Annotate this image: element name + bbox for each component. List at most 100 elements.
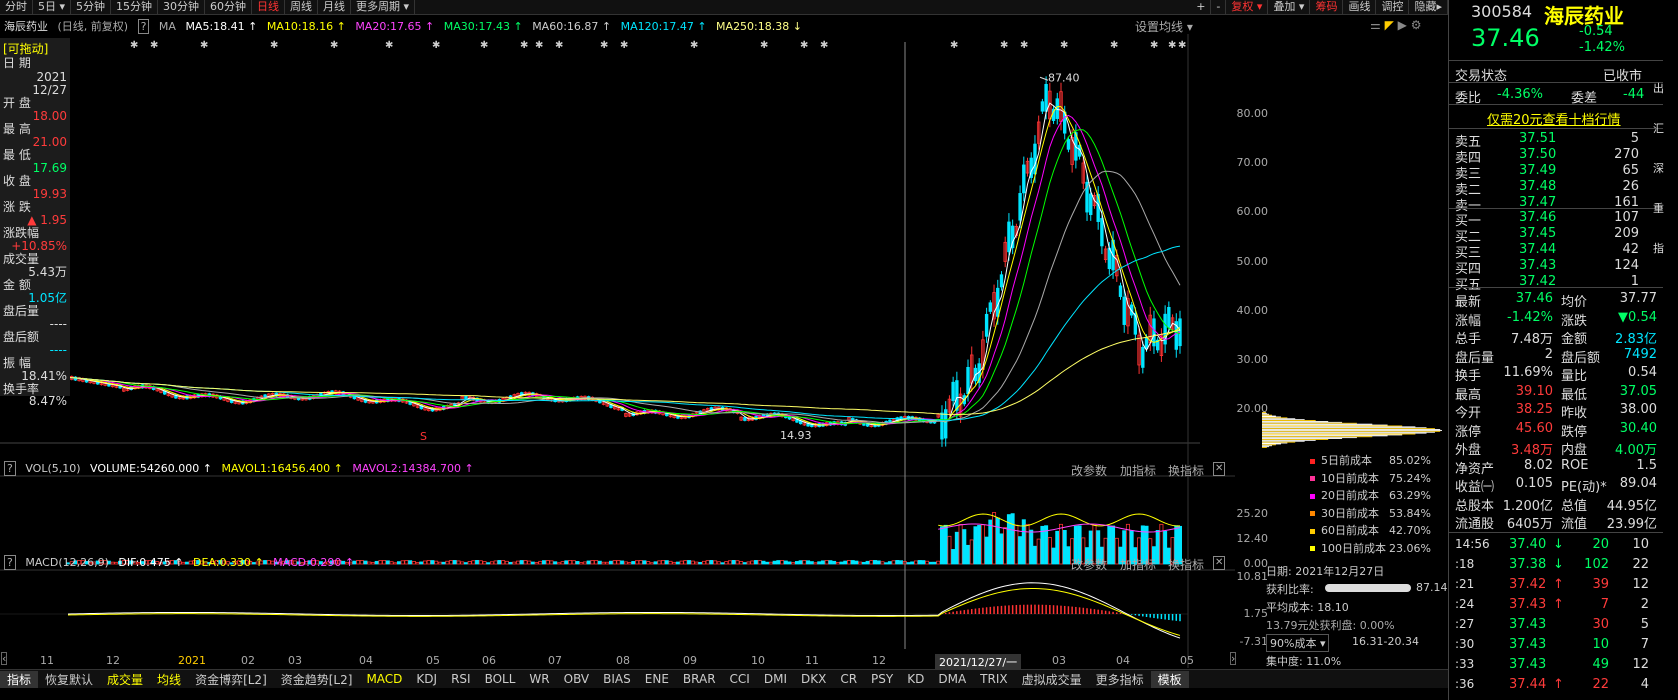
indicator-tab[interactable]: DKX: [800, 672, 827, 686]
indicator-tab[interactable]: 均线: [157, 672, 182, 687]
vol-close-icon[interactable]: ✕: [1213, 462, 1226, 476]
indicator-tab[interactable]: OBV: [563, 672, 590, 686]
macd-close-icon[interactable]: ✕: [1213, 556, 1226, 570]
period-tab-0[interactable]: 分时: [0, 0, 33, 14]
volume-bar: [404, 560, 409, 565]
concentration: 集中度: 11.0%: [1266, 655, 1342, 668]
toolbar-button-0[interactable]: +: [1191, 0, 1212, 14]
indicator-tab[interactable]: MACD: [366, 672, 403, 686]
volume-bar: [716, 561, 721, 565]
draggable-label[interactable]: [可拖动]: [3, 42, 49, 56]
volume-bar: [1003, 527, 1008, 565]
candle-body: [1137, 334, 1141, 366]
indicator-tab[interactable]: BIAS: [603, 672, 631, 686]
volume-bar: [564, 560, 569, 565]
indicator-tab[interactable]: CR: [840, 672, 858, 686]
side-tab[interactable]: 出: [1653, 82, 1664, 95]
cost-swatch: [1310, 546, 1315, 551]
vol-add-indicator-button[interactable]: 加指标: [1120, 464, 1157, 478]
ma-settings-button[interactable]: 设置均线 ▾: [1135, 20, 1193, 34]
macd-edit-params-button[interactable]: 改参数: [1071, 558, 1108, 572]
indicator-tab[interactable]: 更多指标: [1095, 672, 1144, 687]
side-tab[interactable]: 指: [1653, 242, 1664, 255]
vol-edit-params-button[interactable]: 改参数: [1071, 464, 1108, 478]
side-tab[interactable]: 重: [1653, 202, 1664, 215]
mavol2-line: [938, 523, 1181, 533]
period-tab-1[interactable]: 5日 ▾: [33, 0, 72, 14]
toolbar-button-7[interactable]: 隐藏▸: [1409, 0, 1448, 14]
volume-bar: [932, 561, 937, 565]
ten-level-quote-link[interactable]: 仅需20元查看十档行情: [1487, 113, 1621, 128]
period-tab-9[interactable]: 更多周期 ▾: [351, 0, 416, 14]
indicator-tab[interactable]: 指标: [0, 670, 39, 688]
macd-switch-indicator-button[interactable]: 换指标: [1168, 558, 1205, 572]
period-tab-6[interactable]: 日线: [252, 0, 286, 14]
indicator-tab[interactable]: 资金博弈[L2]: [195, 672, 267, 687]
bars-icon[interactable]: ⚌: [1370, 18, 1381, 32]
indicator-tab[interactable]: WR: [529, 672, 550, 686]
indicator-tab[interactable]: KD: [907, 672, 925, 686]
indicator-tab[interactable]: DMI: [763, 672, 787, 686]
cost-swatch: [1310, 493, 1315, 499]
cost-percent-select[interactable]: 90%成本 ▾: [1266, 634, 1330, 652]
indicator-tab[interactable]: DMA: [938, 672, 967, 686]
period-bar: 分时 5日 ▾ 5分钟 15分钟 30分钟 60分钟 日线 周线 月线 更多周期 ▾ + - 复权 ▾ 叠…: [0, 0, 1448, 15]
volume-bar: [211, 560, 216, 565]
indicator-tab[interactable]: PSY: [871, 672, 894, 686]
help-icon[interactable]: ?: [137, 19, 150, 34]
cost-row: 10日前成本 75.24%: [1310, 470, 1431, 486]
stat-label: 金额: [1561, 332, 1588, 347]
volume-bar: [304, 561, 309, 565]
indicator-tab[interactable]: 资金趋势[L2]: [280, 672, 353, 687]
candle-body: [1077, 144, 1082, 157]
flag-icon[interactable]: ◤: [1384, 18, 1394, 32]
indicator-tab[interactable]: 虚拟成交量: [1021, 672, 1082, 687]
gear-icon[interactable]: ⚙: [1410, 18, 1422, 32]
volume-bar: [575, 561, 580, 565]
book-label: 买四: [1455, 262, 1482, 277]
indicator-tab[interactable]: 成交量: [107, 672, 144, 687]
play-icon[interactable]: ▶: [1397, 18, 1407, 32]
indicator-tab[interactable]: RSI: [451, 672, 471, 686]
toolbar-button-5[interactable]: 画线: [1343, 0, 1377, 14]
volume-bar: [382, 560, 387, 565]
date-tick: 08: [616, 654, 630, 667]
scroll-right-icon[interactable]: ›: [1230, 652, 1237, 665]
volume-bar: [434, 560, 439, 565]
help-icon[interactable]: ?: [4, 555, 16, 570]
bar-data-panel[interactable]: [可拖动] 日 期 2021 12/27 开 盘 18.00 最 高 21.00…: [0, 38, 70, 396]
period-tab-4[interactable]: 30分钟: [158, 0, 206, 14]
volume-bar: [214, 560, 219, 565]
period-tab-5[interactable]: 60分钟: [205, 0, 253, 14]
help-icon[interactable]: ?: [4, 461, 16, 476]
indicator-tab[interactable]: 恢复默认: [45, 672, 94, 687]
toolbar-button-4[interactable]: 筹码: [1310, 0, 1344, 14]
indicator-tab[interactable]: KDJ: [416, 672, 438, 686]
scroll-left-icon[interactable]: ‹: [1, 652, 8, 665]
volume-bar: [173, 560, 178, 565]
kline-chart[interactable]: ✱ ✱ ✱ ✱ ✱ ✱ ✱ ✱ ✱ ✱ ✱ ✱ ✱ ✱ ✱ ✱ ✱ ✱ ✱ ✱ ✱ ✱ ✱ ✱ ✱ 87.40 14.93 S: [0, 34, 1448, 669]
toolbar-button-6[interactable]: 调控: [1376, 0, 1410, 14]
indicator-tab[interactable]: BOLL: [484, 672, 516, 686]
candle-body: [739, 416, 743, 421]
indicator-tab[interactable]: 模板: [1150, 670, 1189, 688]
event-marker: ✱: [1020, 40, 1028, 51]
toolbar-button-2[interactable]: 复权 ▾: [1226, 0, 1269, 14]
side-tab[interactable]: 汇: [1653, 122, 1664, 135]
toolbar-button-3[interactable]: 叠加 ▾: [1268, 0, 1311, 14]
volume-bar: [121, 560, 126, 565]
period-tab-8[interactable]: 月线: [318, 0, 352, 14]
period-tab-7[interactable]: 周线: [285, 0, 319, 14]
profit-ratio-value: 87.14%: [1416, 581, 1458, 594]
toolbar-button-1[interactable]: -: [1211, 0, 1227, 14]
indicator-tab[interactable]: TRIX: [980, 672, 1008, 686]
vol-switch-indicator-button[interactable]: 换指标: [1168, 464, 1205, 478]
tick-time: :24: [1455, 597, 1475, 611]
indicator-tab[interactable]: ENE: [644, 672, 669, 686]
period-tab-3[interactable]: 15分钟: [111, 0, 159, 14]
side-tab[interactable]: 深: [1653, 162, 1664, 175]
macd-add-indicator-button[interactable]: 加指标: [1120, 558, 1157, 572]
indicator-tab[interactable]: BRAR: [682, 672, 716, 686]
period-tab-2[interactable]: 5分钟: [71, 0, 112, 14]
indicator-tab[interactable]: CCI: [729, 672, 750, 686]
